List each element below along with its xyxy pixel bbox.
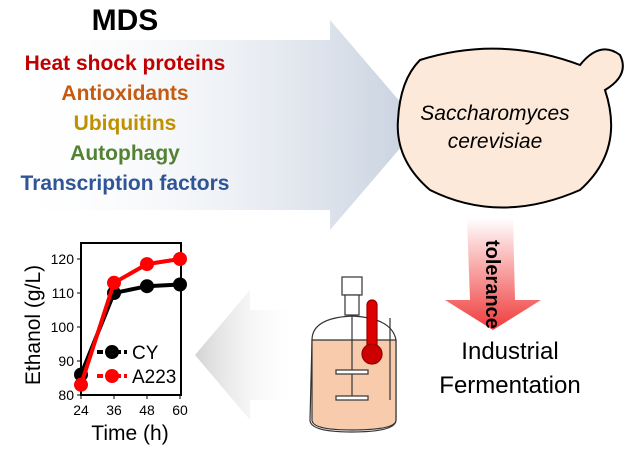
- fermentation-line-2: Fermentation: [439, 372, 581, 399]
- series-line-A223: [79, 257, 181, 386]
- data-point-A223: [173, 252, 187, 266]
- legend-label: CY: [132, 343, 159, 364]
- data-point-A223: [107, 275, 121, 290]
- y-tick-label: 90: [58, 353, 74, 369]
- fermentation-to-chart-arrow: [195, 290, 300, 420]
- fermentation-line-1: Industrial: [461, 338, 559, 365]
- mds-to-yeast-arrow: [0, 20, 420, 230]
- tolerance-arrow: [445, 218, 541, 330]
- mds-item: Heat shock proteins: [24, 52, 226, 75]
- yeast-line-1: Saccharomyces: [420, 102, 570, 125]
- x-tick-label: 48: [139, 402, 155, 418]
- x-tick-label: 36: [106, 402, 122, 418]
- legend-marker: [105, 345, 119, 359]
- mds-item: Autophagy: [70, 142, 180, 165]
- y-axis-label: Ethanol (g/L): [22, 265, 45, 385]
- y-tick-label: 80: [58, 387, 74, 403]
- data-point-A223: [74, 377, 88, 392]
- legend-marker: [105, 369, 119, 383]
- fermentation-label: Industrial Fermentation: [410, 335, 610, 403]
- y-tick-label: 100: [51, 319, 75, 335]
- legend-label: A223: [132, 367, 176, 388]
- x-tick-label: 24: [73, 402, 89, 418]
- mds-item: Ubiquitins: [73, 112, 177, 135]
- yeast-line-2: cerevisiae: [447, 130, 543, 153]
- mds-item: Antioxidants: [61, 82, 189, 105]
- mds-title: MDS: [91, 4, 159, 37]
- y-tick-label: 110: [52, 285, 75, 301]
- tolerance-label: tolerance: [481, 240, 503, 329]
- data-point-CY: [140, 279, 154, 294]
- bioreactor-icon: [309, 276, 397, 433]
- plot-frame: [80, 242, 182, 396]
- data-point-CY: [173, 277, 187, 292]
- mds-item: Transcription factors: [20, 172, 230, 195]
- data-point-A223: [140, 257, 154, 272]
- yeast-label: Saccharomyces cerevisiae: [400, 100, 590, 156]
- yeast-cell: [396, 47, 624, 209]
- x-tick-label: 60: [172, 402, 188, 418]
- series-line-CY: [79, 282, 181, 376]
- y-tick-label: 120: [51, 251, 75, 267]
- x-axis-label: Time (h): [91, 422, 168, 445]
